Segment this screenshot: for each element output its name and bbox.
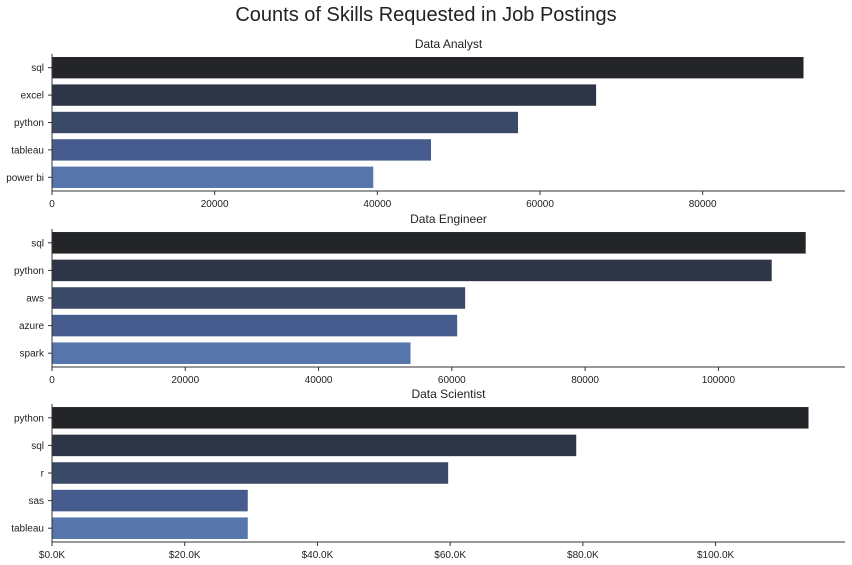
category-label: sas <box>28 496 44 507</box>
x-tick-label: 100000 <box>702 375 736 386</box>
x-tick-label: $20.0K <box>169 550 201 561</box>
bar <box>52 489 248 512</box>
panel-title: Data Engineer <box>410 212 487 226</box>
category-label: sql <box>31 441 44 452</box>
x-tick-label: 80000 <box>571 375 599 386</box>
category-label: aws <box>26 294 44 305</box>
category-label: azure <box>19 321 44 332</box>
x-tick-label: 0 <box>49 375 55 386</box>
bar <box>52 232 806 254</box>
x-tick-label: 60000 <box>526 199 554 210</box>
x-tick-label: 0 <box>49 199 55 210</box>
bar <box>52 517 248 539</box>
bar <box>52 287 466 309</box>
category-label: python <box>14 118 44 129</box>
x-tick-label: $80.0K <box>567 550 599 561</box>
x-tick-label: 20000 <box>201 199 229 210</box>
bar <box>52 84 597 106</box>
bar <box>52 434 577 457</box>
x-tick-label: 40000 <box>363 199 391 210</box>
panel-title: Data Analyst <box>415 37 483 51</box>
category-label: sql <box>31 63 44 74</box>
category-label: sql <box>31 238 44 249</box>
x-tick-label: $100.0K <box>697 550 735 561</box>
bar <box>52 166 374 188</box>
x-tick-label: $40.0K <box>302 550 334 561</box>
bar <box>52 314 458 337</box>
x-tick-label: 60000 <box>438 375 466 386</box>
bar <box>52 57 804 79</box>
figure-title: Counts of Skills Requested in Job Postin… <box>235 4 617 26</box>
x-tick-label: 20000 <box>171 375 199 386</box>
bar <box>52 342 411 364</box>
x-tick-label: $0.0K <box>39 550 65 561</box>
bar <box>52 139 432 161</box>
category-label: r <box>41 469 45 480</box>
category-label: tableau <box>11 145 44 156</box>
x-tick-label: $60.0K <box>434 550 466 561</box>
bar <box>52 111 519 134</box>
category-label: python <box>14 266 44 277</box>
bar <box>52 259 772 282</box>
category-label: tableau <box>11 524 44 535</box>
category-label: spark <box>20 349 45 360</box>
x-tick-label: 80000 <box>689 199 717 210</box>
bar <box>52 407 809 429</box>
panel-title: Data Scientist <box>411 387 486 401</box>
bar <box>52 462 449 484</box>
category-label: python <box>14 413 44 424</box>
x-tick-label: 40000 <box>305 375 333 386</box>
category-label: excel <box>21 91 44 102</box>
category-label: power bi <box>6 173 44 184</box>
